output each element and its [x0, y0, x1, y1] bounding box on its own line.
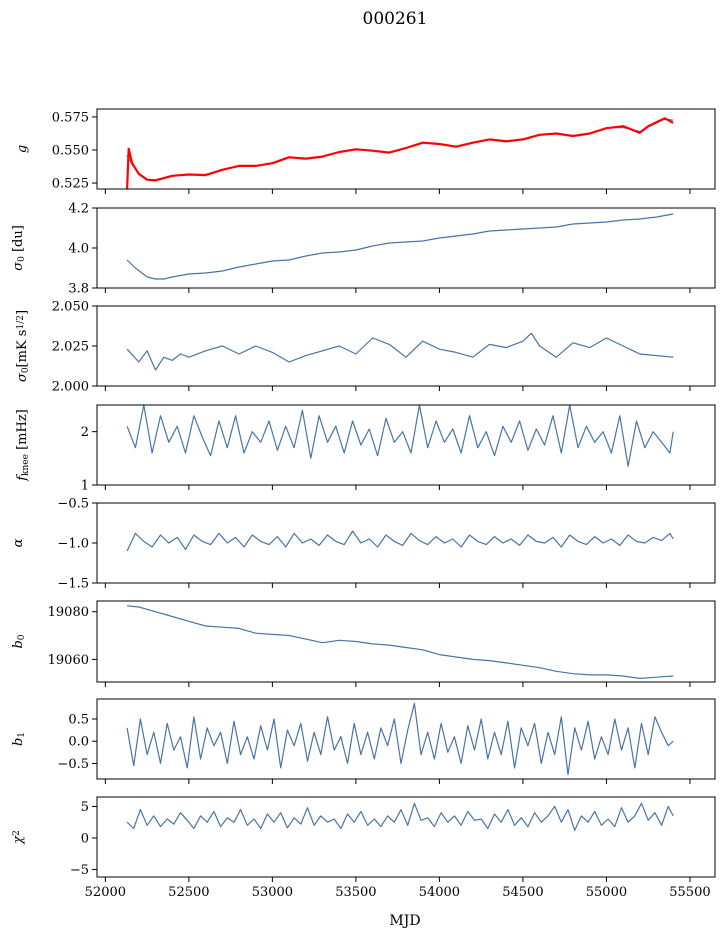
axes-frame [96, 796, 716, 878]
y-axis-label: fknee [mHz] [15, 409, 31, 482]
y-tick-label: 4.2 [68, 202, 89, 217]
y-tick-label: 5 [81, 800, 89, 815]
y-tick-label: −5 [70, 863, 89, 878]
y-tick-label: 0.5 [68, 713, 89, 728]
panel-sigma0_mKs: 2.000 2.025 2.050 σ0[mK s1/2] [15, 300, 716, 395]
panel-alpha: −1.5 −1.0 −0.5 α [11, 497, 716, 592]
y-axis-label-part: f [15, 474, 30, 482]
x-tick-label: 55000 [586, 885, 627, 900]
y-axis-label: α [11, 538, 26, 547]
y-tick-label: 0.0 [68, 735, 89, 750]
panel-chi2: 52000 52500 53000 53500 54000 54500 55000 55500… [11, 796, 716, 900]
y-axis-label: σ0 [du] [11, 225, 27, 271]
x-tick-label: 54500 [502, 885, 543, 900]
x-tick-label: 55500 [669, 885, 710, 900]
panel-b0: 19060 19080 b0 [11, 600, 716, 687]
x-tick-label: 53500 [335, 885, 376, 900]
axes-frame [96, 600, 716, 683]
x-axis-label: MJD [389, 913, 420, 929]
series-line-b0-0 [127, 605, 674, 679]
y-axis-label: g [15, 145, 30, 153]
panel-b1: −0.5 0.0 0.5 b1 [11, 698, 716, 784]
y-axis-label-part: b [11, 738, 26, 746]
y-axis-label-part: 0 [17, 256, 27, 262]
series-line-sigma0-0 [126, 213, 674, 280]
y-axis-label-part: [mK s [15, 330, 30, 368]
y-axis-label-part: b [11, 640, 26, 648]
y-tick-label: −0.5 [57, 497, 89, 512]
y-tick-label: 0 [81, 831, 89, 846]
y-axis-label-part: 1 [17, 732, 27, 738]
y-tick-label: −0.5 [57, 757, 89, 772]
y-axis-label: b0 [11, 634, 27, 648]
y-axis-label: σ0[mK s1/2] [15, 310, 31, 382]
y-axis-label: b1 [11, 732, 27, 746]
series-line-sigma0_mKs-0 [126, 332, 674, 371]
y-axis-label: χ2 [11, 830, 26, 845]
y-tick-label: 2 [81, 425, 89, 440]
y-tick-label: 0.525 [52, 177, 89, 192]
x-tick-label: 52000 [85, 885, 126, 900]
axes-frame [96, 108, 716, 190]
y-tick-label: 4.0 [68, 242, 89, 257]
y-tick-label: 2.050 [52, 300, 89, 315]
y-axis-label-part: α [11, 538, 26, 547]
y-axis-label-part: knee [21, 454, 31, 476]
y-tick-label: 19080 [48, 605, 89, 620]
x-tick-label: 53000 [252, 885, 293, 900]
y-axis-label-part: χ [11, 835, 26, 845]
y-axis-label-part: σ [11, 261, 26, 271]
y-axis-label-part: 1/2 [16, 315, 26, 329]
y-axis-label-part: [du] [11, 225, 26, 256]
y-axis-label-part: [mHz] [15, 409, 30, 454]
series-line-alpha-0 [126, 530, 674, 552]
series-line-g-1 [126, 117, 674, 189]
y-axis-label-part: 0 [21, 367, 31, 373]
axes-frame [96, 698, 716, 780]
x-tick-label: 54000 [419, 885, 460, 900]
y-tick-label: 2.025 [52, 340, 89, 355]
y-tick-label: −1.0 [57, 537, 89, 552]
y-axis-label-part: g [15, 145, 30, 153]
y-tick-label: 1 [81, 479, 89, 494]
y-tick-label: 0.550 [52, 143, 89, 158]
figure-title: 000261 [363, 9, 428, 29]
series-line-fknee-0 [126, 405, 674, 467]
y-axis-label-part: 2 [12, 830, 22, 836]
series-line-b1-0 [126, 702, 674, 776]
panel-sigma0: 3.8 4.0 4.2 σ0 [du] [11, 202, 716, 297]
series-line-chi2-0 [126, 802, 674, 831]
y-tick-label: 2.000 [52, 380, 89, 395]
y-tick-label: 3.8 [68, 282, 89, 297]
y-tick-label: 19060 [48, 653, 89, 668]
panel-fknee: 1 2 fknee [mHz] [15, 404, 716, 494]
y-tick-label: 0.575 [52, 110, 89, 125]
y-axis-label-part: σ [15, 372, 30, 382]
panel-g: 0.525 0.550 0.575 g [15, 108, 716, 194]
axes-frame [96, 404, 716, 486]
x-tick-label: 52500 [168, 885, 209, 900]
y-axis-label-part: 0 [17, 634, 27, 640]
y-axis-label-part: ] [15, 310, 30, 315]
y-tick-label: −1.5 [57, 577, 89, 592]
